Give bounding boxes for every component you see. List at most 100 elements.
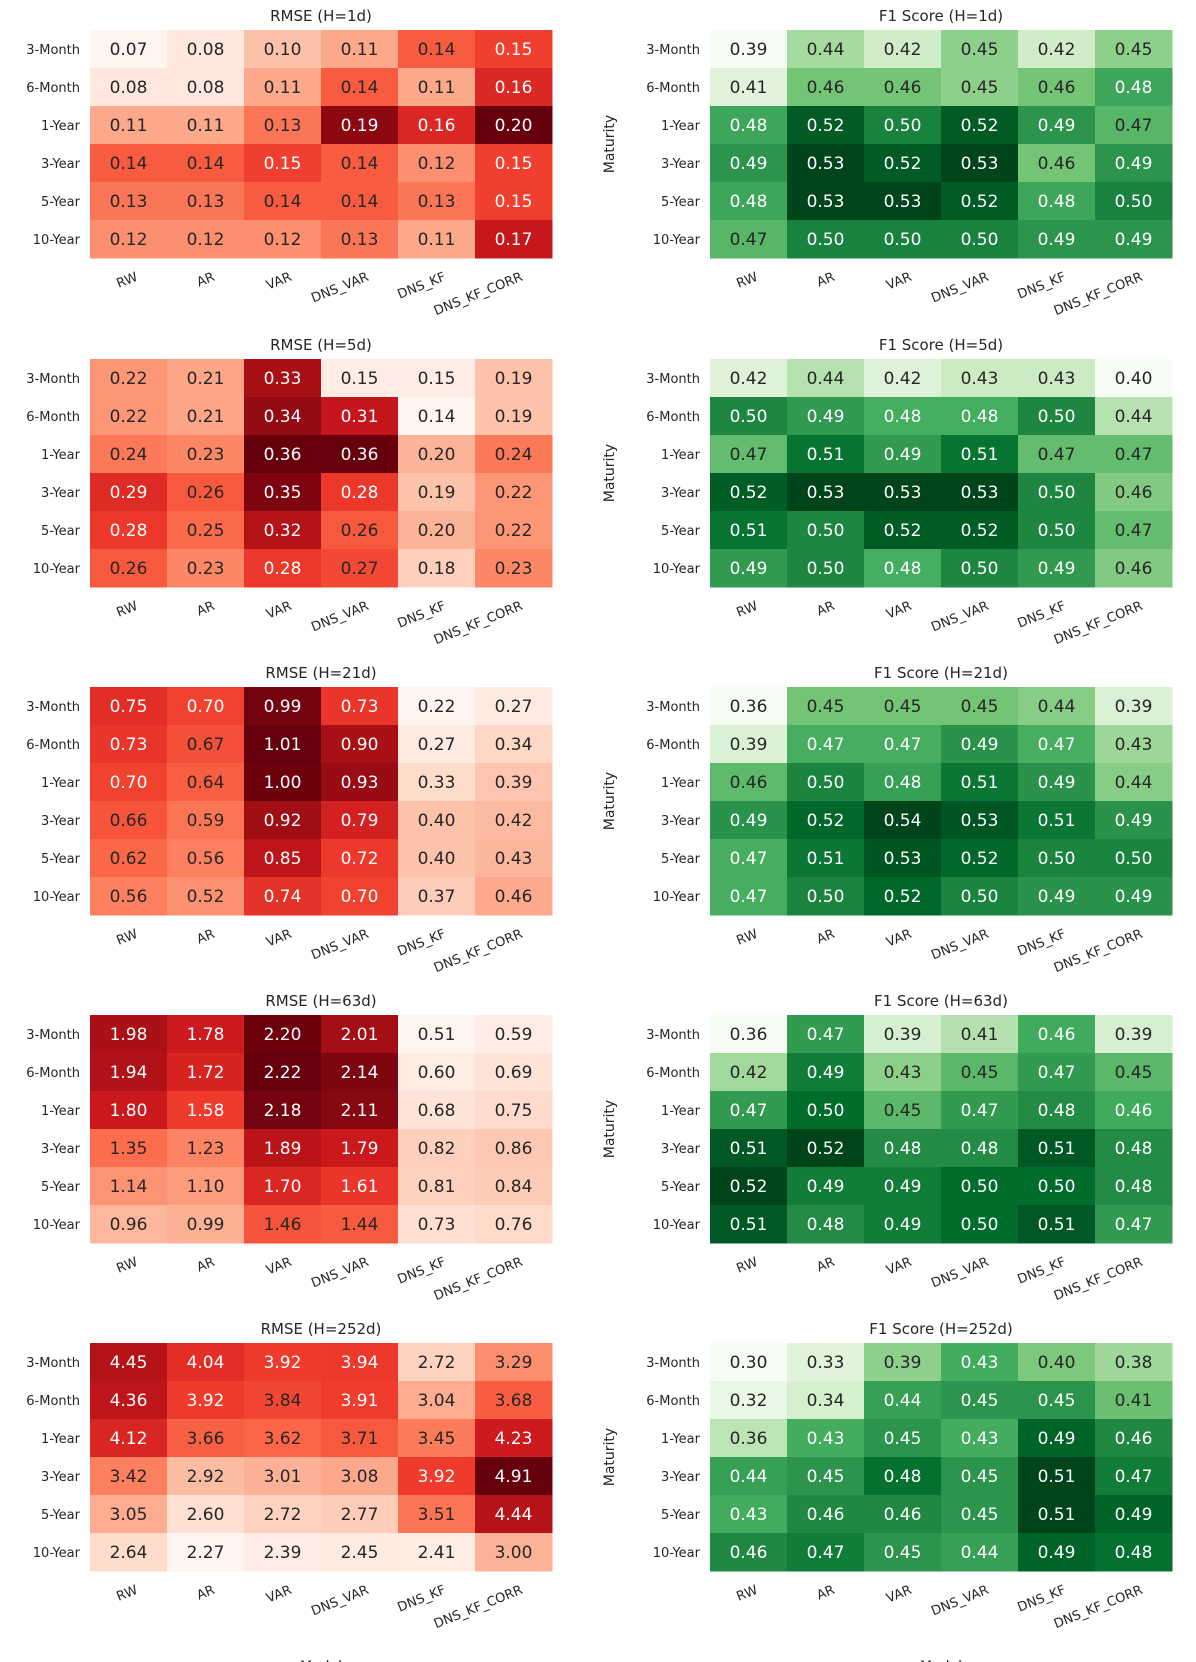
heatmap-cell — [710, 397, 788, 436]
cell-value-label: 0.14 — [341, 192, 379, 212]
cell-value-label: 0.22 — [110, 369, 148, 389]
cell-value-label: 0.43 — [961, 1353, 999, 1373]
heatmap-cell — [90, 549, 168, 588]
cell-value-label: 0.14 — [341, 154, 379, 174]
cell-value-label: 0.70 — [110, 773, 148, 793]
heatmap-cell — [1095, 68, 1173, 107]
heatmap-cell — [864, 435, 942, 474]
heatmap-cell — [787, 1381, 865, 1420]
cell-value-label: 4.45 — [110, 1353, 148, 1373]
cell-value-label: 0.33 — [418, 773, 456, 793]
col-tick-label: DNS_KF_CORR — [432, 599, 525, 648]
row-tick-label: 10-Year — [653, 233, 701, 248]
row-tick-label: 3-Year — [41, 1142, 81, 1157]
heatmap-cell — [475, 1457, 553, 1496]
cell-value-label: 0.13 — [341, 230, 379, 250]
cell-value-label: 3.91 — [341, 1391, 379, 1411]
col-tick-label: DNS_VAR — [309, 599, 371, 636]
heatmap-cell — [941, 68, 1019, 107]
heatmap-cell — [710, 106, 788, 145]
cell-value-label: 0.49 — [807, 1177, 845, 1197]
heatmap-cell — [864, 144, 942, 183]
cell-value-label: 0.49 — [807, 1063, 845, 1083]
heatmap-cell — [787, 839, 865, 878]
col-tick-label: DNS_KF — [1016, 927, 1068, 960]
row-tick-label: 6-Month — [26, 81, 80, 96]
cell-value-label: 0.50 — [884, 116, 922, 136]
heatmap-cell — [941, 763, 1019, 802]
heatmap-cell — [864, 839, 942, 878]
heatmap-cell — [1095, 1419, 1173, 1458]
row-tick-label: 5-Year — [661, 852, 701, 867]
col-tick-label: DNS_KF_CORR — [432, 1255, 525, 1304]
heatmap-cell — [90, 1091, 168, 1130]
cell-value-label: 1.58 — [187, 1101, 225, 1121]
cell-value-label: 0.42 — [495, 811, 533, 831]
panel-title: RMSE (H=252d) — [261, 1320, 382, 1338]
heatmap-cell — [787, 435, 865, 474]
cell-value-label: 2.27 — [187, 1543, 225, 1563]
row-tick-label: 6-Month — [646, 1066, 700, 1081]
heatmap-cell — [321, 220, 399, 259]
cell-value-label: 0.46 — [1038, 78, 1076, 98]
row-tick-label: 5-Year — [41, 1180, 81, 1195]
heatmap-cell — [864, 1015, 942, 1054]
cell-value-label: 0.49 — [884, 445, 922, 465]
heatmap-cell — [787, 725, 865, 764]
cell-value-label: 0.15 — [264, 154, 302, 174]
cell-value-label: 0.70 — [187, 697, 225, 717]
cell-value-label: 0.42 — [730, 1063, 768, 1083]
heatmap-cell — [864, 397, 942, 436]
cell-value-label: 3.84 — [264, 1391, 302, 1411]
row-tick-label: 10-Year — [653, 1546, 701, 1561]
cell-value-label: 0.15 — [341, 369, 379, 389]
heatmap-cell — [864, 1167, 942, 1206]
heatmap-cell — [90, 144, 168, 183]
cell-value-label: 0.93 — [341, 773, 379, 793]
heatmap-cell — [90, 1205, 168, 1244]
heatmap-cell — [90, 473, 168, 512]
cell-value-label: 0.51 — [961, 773, 999, 793]
cell-value-label: 0.48 — [1115, 1139, 1153, 1159]
cell-value-label: 0.45 — [884, 1543, 922, 1563]
cell-value-label: 3.00 — [495, 1543, 533, 1563]
heatmap-cell — [321, 1053, 399, 1092]
row-tick-label: 6-Month — [646, 81, 700, 96]
cell-value-label: 0.20 — [418, 521, 456, 541]
cell-value-label: 0.52 — [187, 887, 225, 907]
cell-value-label: 0.45 — [961, 78, 999, 98]
heatmap-cell — [398, 1495, 476, 1534]
heatmap-cell — [864, 549, 942, 588]
row-tick-label: 5-Year — [661, 1180, 701, 1195]
cell-value-label: 0.82 — [418, 1139, 456, 1159]
heatmap-cell — [1018, 1533, 1096, 1572]
col-tick-label: DNS_KF — [396, 1255, 448, 1288]
heatmap-cell — [321, 397, 399, 436]
cell-value-label: 0.74 — [264, 887, 302, 907]
cell-value-label: 0.19 — [418, 483, 456, 503]
heatmap-cell — [167, 68, 245, 107]
heatmap-cell — [244, 839, 322, 878]
heatmap-cell — [710, 839, 788, 878]
cell-value-label: 0.73 — [341, 697, 379, 717]
heatmap-cell — [941, 435, 1019, 474]
heatmap-cell — [321, 877, 399, 916]
cell-value-label: 0.51 — [730, 1215, 768, 1235]
heatmap-cell — [321, 1015, 399, 1054]
col-tick-label: AR — [815, 270, 837, 291]
cell-value-label: 2.72 — [418, 1353, 456, 1373]
panel-title: F1 Score (H=63d) — [874, 992, 1008, 1010]
cell-value-label: 0.53 — [807, 154, 845, 174]
cell-value-label: 0.19 — [341, 116, 379, 136]
cell-value-label: 0.49 — [1115, 811, 1153, 831]
col-tick-label: AR — [815, 1255, 837, 1276]
cell-value-label: 0.47 — [807, 1025, 845, 1045]
cell-value-label: 3.94 — [341, 1353, 379, 1373]
heatmap-cell — [475, 801, 553, 840]
cell-value-label: 0.41 — [961, 1025, 999, 1045]
heatmap-cell — [941, 549, 1019, 588]
heatmap-cell — [941, 725, 1019, 764]
cell-value-label: 0.51 — [418, 1025, 456, 1045]
panel-title: F1 Score (H=252d) — [869, 1320, 1012, 1338]
heatmap-cell — [475, 1495, 553, 1534]
